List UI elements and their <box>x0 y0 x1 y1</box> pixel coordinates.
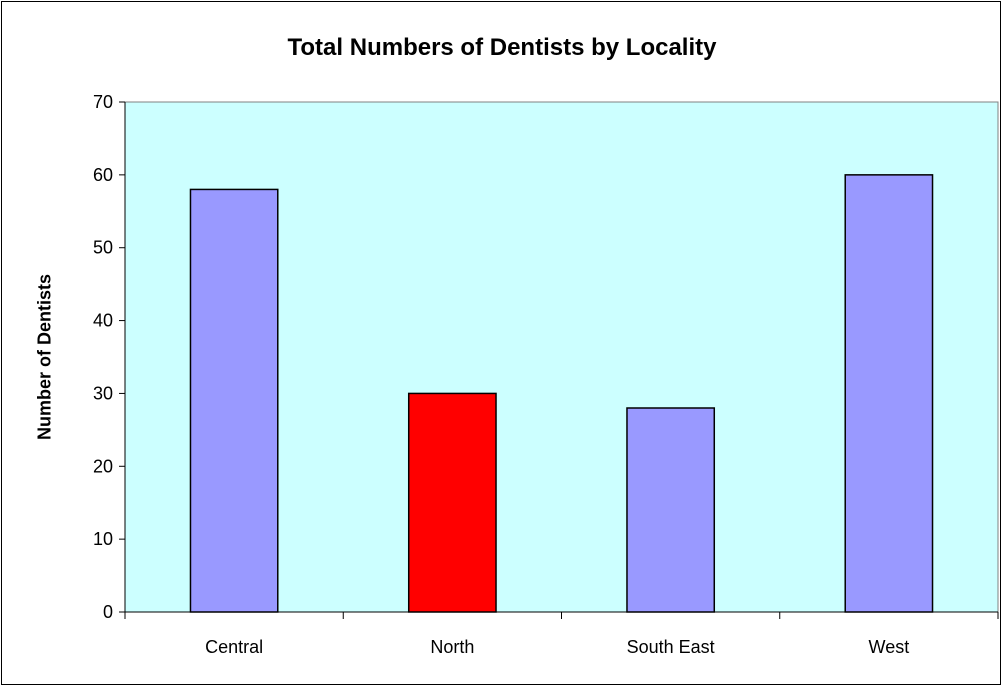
bar-west <box>844 174 934 613</box>
y-tick-label: 60 <box>93 165 113 185</box>
y-tick-label: 10 <box>93 529 113 549</box>
bar-central <box>189 188 279 613</box>
x-tick-label: West <box>869 637 910 657</box>
chart-title: Total Numbers of Dentists by Locality <box>287 34 717 61</box>
x-axis-ticks: Central North South East West <box>124 612 999 657</box>
y-tick-label: 20 <box>93 456 113 476</box>
y-tick-label: 50 <box>93 238 113 258</box>
bar-north <box>407 392 497 613</box>
x-tick-label: North <box>430 637 474 657</box>
bars <box>189 174 934 613</box>
y-tick-label: 40 <box>93 311 113 331</box>
y-axis-ticks: 0 10 20 30 40 50 60 70 <box>93 92 125 622</box>
x-tick-label: South East <box>627 637 715 657</box>
y-tick-label: 0 <box>103 602 113 622</box>
y-tick-label: 30 <box>93 383 113 403</box>
x-tick-label: Central <box>205 637 263 657</box>
y-tick-label: 70 <box>93 92 113 112</box>
bar-south-east <box>626 407 716 613</box>
